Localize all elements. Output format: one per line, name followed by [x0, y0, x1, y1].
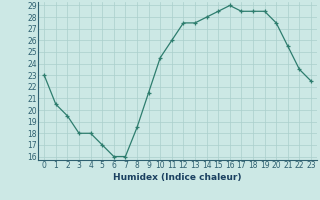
X-axis label: Humidex (Indice chaleur): Humidex (Indice chaleur): [113, 173, 242, 182]
